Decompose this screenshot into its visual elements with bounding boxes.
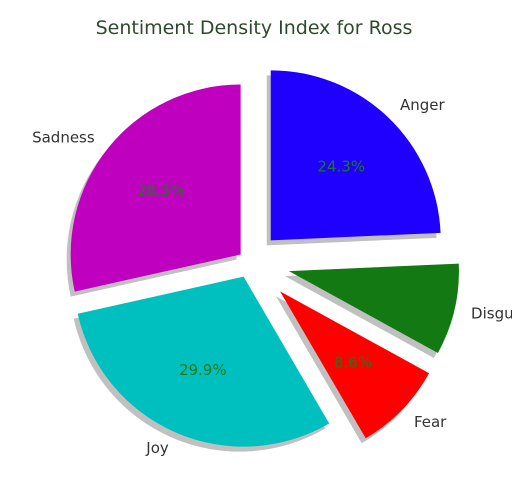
- slice-label-disgust: Disgust: [471, 305, 512, 323]
- pie-slices: [70, 70, 459, 447]
- slice-label-anger: Anger: [400, 96, 446, 114]
- slice-fear: [280, 291, 430, 439]
- slice-percent-anger: 24.3%: [317, 158, 365, 176]
- slice-joy: [77, 276, 330, 447]
- slice-label-fear: Fear: [414, 413, 447, 431]
- slice-sadness: [70, 84, 241, 292]
- slice-percent-sadness: 28.5%: [137, 182, 185, 200]
- slice-disgust: [288, 263, 459, 353]
- slice-label-joy: Joy: [145, 439, 169, 457]
- chart-title: Sentiment Density Index for Ross: [96, 17, 413, 39]
- slice-percent-joy: 29.9%: [179, 361, 227, 379]
- slice-anger: [270, 70, 441, 241]
- pie-labels: Sadness 28.5% Joy 29.9% Fear 8.6% Disgust Anger…: [32, 96, 512, 457]
- slice-percent-fear: 8.6%: [334, 354, 372, 372]
- slice-label-sadness: Sadness: [32, 129, 95, 147]
